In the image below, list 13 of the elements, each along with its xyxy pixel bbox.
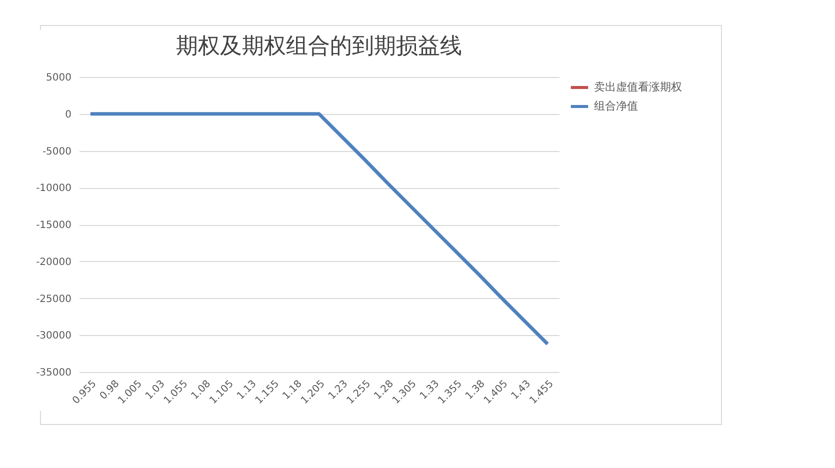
- y-tick-label: -10000: [36, 183, 72, 194]
- y-tick-label: -15000: [36, 220, 72, 231]
- y-tick-label: -25000: [36, 294, 72, 305]
- legend-label: 组合净值: [594, 100, 638, 112]
- y-tick-label: 0: [65, 109, 72, 120]
- y-tick-label: 5000: [46, 72, 72, 84]
- y-tick-label: -20000: [36, 256, 72, 268]
- y-tick-label: -30000: [36, 330, 72, 342]
- y-tick-label: -5000: [42, 146, 72, 158]
- line-series: [88, 112, 550, 346]
- legend-label: 卖出虚值看涨期权: [594, 80, 682, 94]
- chart-title: 期权及期权组合的到期损益线: [176, 34, 462, 59]
- y-tick-label: -35000: [36, 368, 72, 378]
